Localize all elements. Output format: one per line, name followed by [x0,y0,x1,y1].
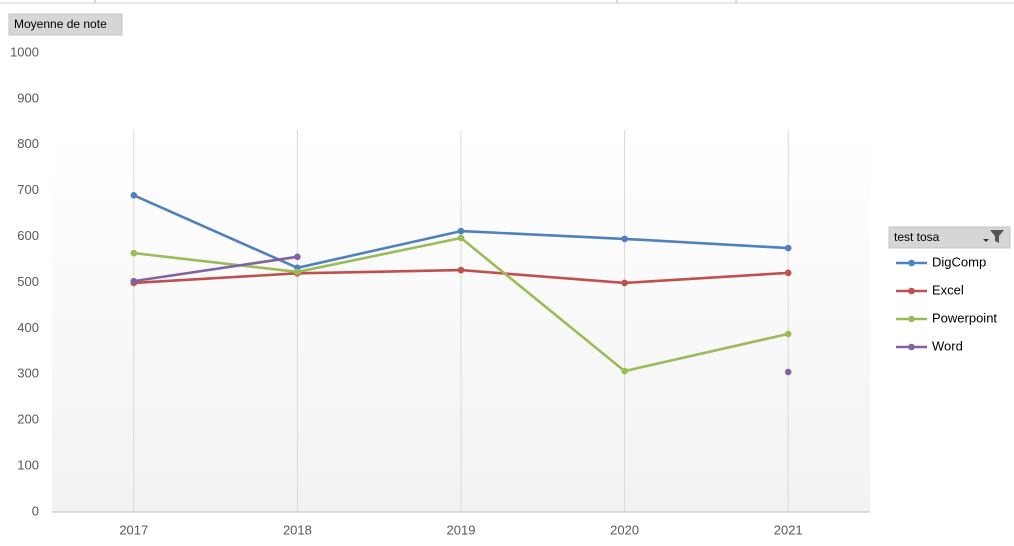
legend-marker [908,343,915,351]
x-tick-label: 2020 [610,522,639,537]
data-point [294,253,301,261]
x-tick-label: 2018 [283,522,312,537]
field-button-label[interactable]: Moyenne de note [14,17,107,31]
y-tick-label: 0 [32,503,39,518]
legend-marker [908,315,915,323]
field-button-box[interactable] [8,13,123,36]
data-point [621,279,628,287]
legend-header-box[interactable] [888,226,1011,249]
x-tick-label: 2017 [119,522,148,537]
legend-label: DigComp [932,254,986,269]
data-point [784,244,792,252]
data-point [130,249,138,257]
data-point [784,368,792,376]
legend-title[interactable]: test tosa [894,230,940,244]
data-point [784,330,792,338]
y-tick-label: 200 [17,412,39,427]
data-point [130,191,138,199]
data-point [457,227,465,235]
y-tick-label: 100 [17,458,39,473]
y-tick-label: 500 [17,274,39,289]
x-tick-label: 2021 [774,522,803,537]
data-point [457,266,465,274]
y-tick-label: 600 [17,228,39,243]
y-tick-label: 700 [17,182,39,197]
y-tick-label: 300 [17,366,39,381]
legend-label: Powerpoint [932,310,997,325]
legend-header[interactable]: test tosa [888,226,1011,249]
data-point [457,234,465,242]
data-point [621,367,628,375]
data-point [130,277,138,285]
filter-icon[interactable] [990,230,1004,243]
x-tick-label: 2019 [447,522,476,537]
y-tick-label: 400 [17,320,39,335]
y-tick-label: 1000 [10,44,39,59]
y-tick-label: 800 [17,136,39,151]
legend-label: Word [932,338,963,353]
data-point [784,269,792,277]
legend-marker [908,259,915,267]
data-point [294,268,301,276]
y-tick-label: 900 [17,90,39,105]
field-button[interactable]: Moyenne de note [8,13,123,36]
dropdown-icon[interactable] [983,239,989,242]
legend-label: Excel [932,282,964,297]
data-point [621,235,628,243]
legend-marker [908,287,915,295]
